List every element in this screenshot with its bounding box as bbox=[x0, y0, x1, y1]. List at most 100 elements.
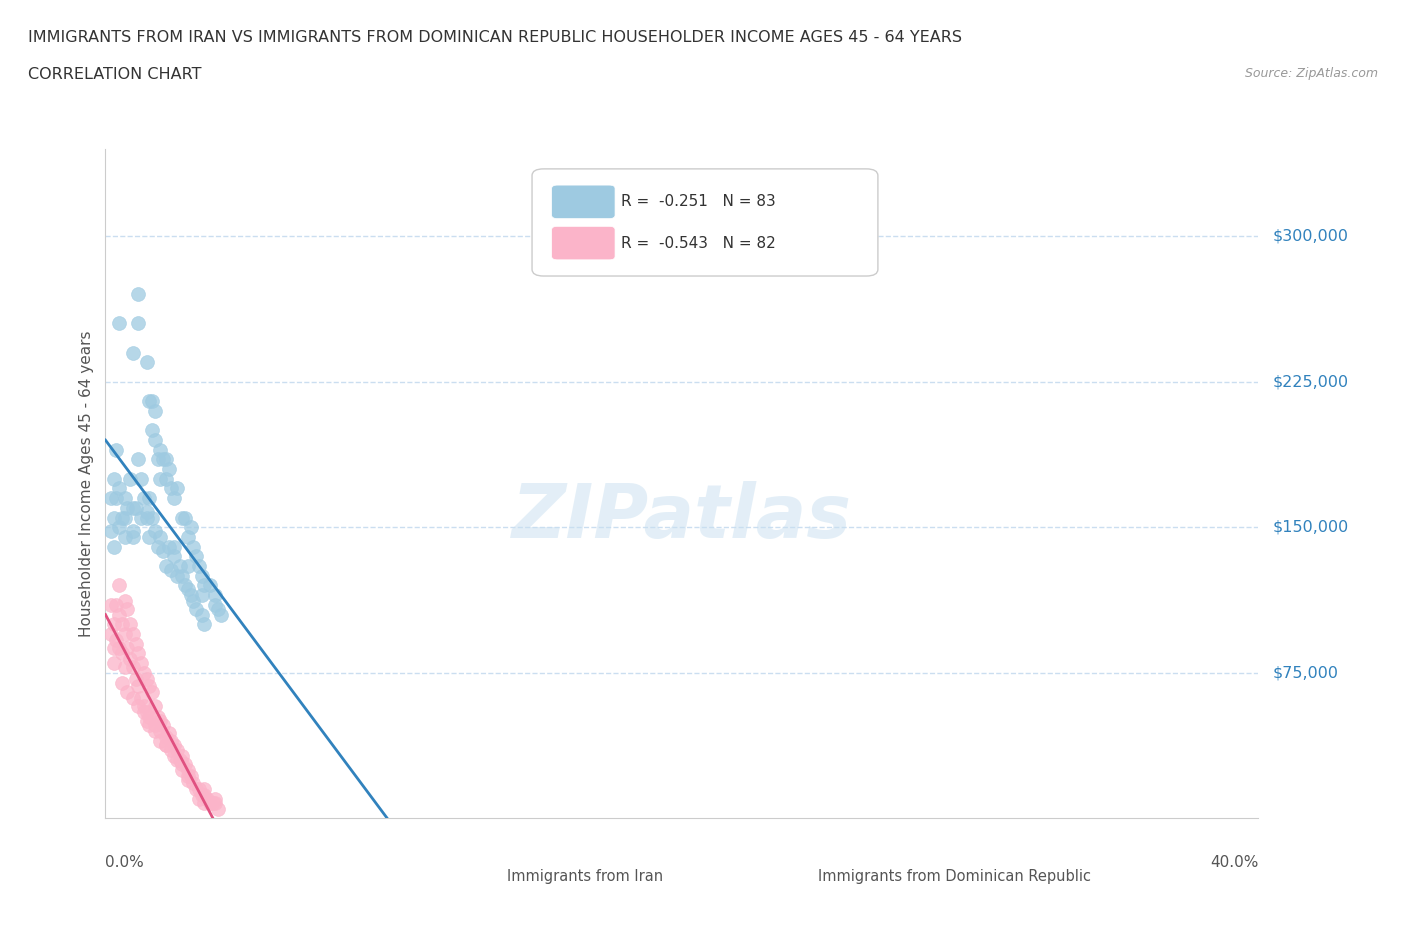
Point bbox=[195, 791, 218, 806]
Point bbox=[204, 597, 226, 612]
FancyBboxPatch shape bbox=[551, 185, 614, 219]
Text: IMMIGRANTS FROM IRAN VS IMMIGRANTS FROM DOMINICAN REPUBLIC HOUSEHOLDER INCOME AG: IMMIGRANTS FROM IRAN VS IMMIGRANTS FROM … bbox=[28, 30, 962, 45]
Point bbox=[141, 511, 163, 525]
Point bbox=[174, 578, 197, 593]
Point bbox=[193, 795, 215, 810]
Point bbox=[108, 640, 131, 655]
Point bbox=[177, 763, 200, 777]
Point bbox=[172, 757, 194, 772]
Point bbox=[201, 795, 224, 810]
FancyBboxPatch shape bbox=[754, 865, 813, 889]
Point bbox=[204, 795, 226, 810]
Point bbox=[187, 559, 209, 574]
Point bbox=[138, 393, 160, 408]
Point bbox=[149, 714, 172, 729]
Point bbox=[135, 511, 157, 525]
Point bbox=[166, 743, 188, 758]
Point bbox=[163, 737, 186, 752]
Point bbox=[187, 791, 209, 806]
Text: R =  -0.543   N = 82: R = -0.543 N = 82 bbox=[621, 235, 776, 250]
Point bbox=[184, 549, 207, 564]
Point bbox=[172, 511, 194, 525]
Text: 0.0%: 0.0% bbox=[105, 856, 145, 870]
Point bbox=[166, 481, 188, 496]
Point bbox=[146, 539, 169, 554]
Point bbox=[111, 675, 134, 690]
Point bbox=[122, 529, 145, 544]
Point bbox=[103, 511, 125, 525]
Point bbox=[207, 802, 229, 817]
Point bbox=[141, 684, 163, 699]
Point bbox=[143, 524, 166, 538]
Point bbox=[132, 698, 155, 713]
Text: CORRELATION CHART: CORRELATION CHART bbox=[28, 67, 201, 82]
Point bbox=[135, 504, 157, 519]
Point bbox=[209, 607, 232, 622]
Point bbox=[127, 452, 149, 467]
Point bbox=[100, 524, 122, 538]
Point bbox=[122, 500, 145, 515]
Point bbox=[169, 559, 191, 574]
Point bbox=[155, 452, 177, 467]
Point bbox=[138, 529, 160, 544]
Point bbox=[122, 627, 145, 642]
Point bbox=[129, 691, 152, 706]
FancyBboxPatch shape bbox=[551, 226, 614, 259]
Point bbox=[163, 491, 186, 506]
Point bbox=[138, 710, 160, 724]
Point bbox=[103, 656, 125, 671]
Point bbox=[108, 578, 131, 593]
Point bbox=[190, 788, 212, 803]
Point bbox=[180, 520, 202, 535]
Point bbox=[166, 752, 188, 767]
Point bbox=[181, 593, 204, 608]
Point bbox=[100, 597, 122, 612]
Point bbox=[135, 704, 157, 719]
Text: Immigrants from Iran: Immigrants from Iran bbox=[506, 870, 662, 884]
Point bbox=[127, 316, 149, 331]
Point bbox=[155, 737, 177, 752]
Point bbox=[111, 617, 134, 631]
Point bbox=[122, 345, 145, 360]
Point bbox=[122, 659, 145, 674]
Point bbox=[149, 724, 172, 738]
Text: ZIPatlas: ZIPatlas bbox=[512, 481, 852, 553]
Point bbox=[129, 472, 152, 486]
Point bbox=[149, 442, 172, 457]
Point bbox=[177, 582, 200, 597]
Point bbox=[117, 500, 139, 515]
Text: $300,000: $300,000 bbox=[1272, 229, 1348, 244]
Point bbox=[157, 539, 180, 554]
Point bbox=[120, 472, 142, 486]
Point bbox=[108, 607, 131, 622]
FancyBboxPatch shape bbox=[441, 865, 501, 889]
Point bbox=[114, 593, 136, 608]
Point bbox=[172, 749, 194, 764]
Point bbox=[207, 602, 229, 617]
Y-axis label: Householder Income Ages 45 - 64 years: Householder Income Ages 45 - 64 years bbox=[79, 330, 94, 637]
Point bbox=[204, 588, 226, 603]
Point bbox=[149, 472, 172, 486]
Point bbox=[117, 640, 139, 655]
Text: Source: ZipAtlas.com: Source: ZipAtlas.com bbox=[1244, 67, 1378, 80]
Point bbox=[124, 500, 146, 515]
Point bbox=[204, 791, 226, 806]
Point bbox=[198, 795, 221, 810]
Point bbox=[105, 491, 128, 506]
Point bbox=[117, 602, 139, 617]
Point bbox=[114, 511, 136, 525]
Point bbox=[160, 563, 183, 578]
Point bbox=[152, 452, 174, 467]
Point bbox=[149, 529, 172, 544]
Point bbox=[155, 737, 177, 752]
Point bbox=[166, 568, 188, 583]
Point bbox=[127, 698, 149, 713]
Text: $75,000: $75,000 bbox=[1272, 665, 1339, 681]
Point bbox=[124, 636, 146, 651]
Point bbox=[193, 788, 215, 803]
Point bbox=[100, 491, 122, 506]
Point bbox=[160, 743, 183, 758]
Point bbox=[105, 597, 128, 612]
Point bbox=[180, 588, 202, 603]
Point bbox=[163, 549, 186, 564]
